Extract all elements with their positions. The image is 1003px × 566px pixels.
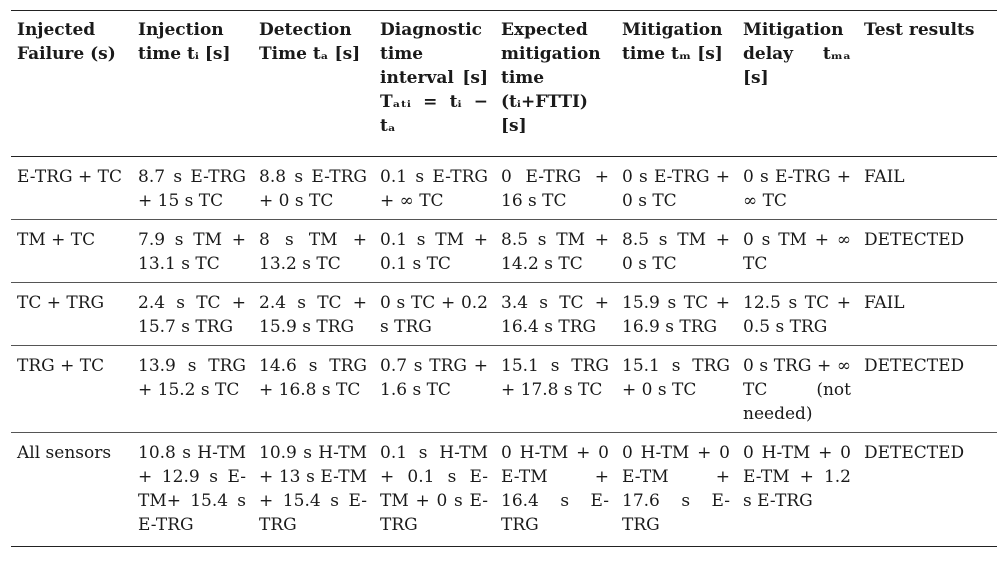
cell-diagnostic-interval: 0.7 s TRG + 1.6 s TC bbox=[374, 345, 495, 433]
cell-test-result: FAIL bbox=[858, 282, 997, 346]
cell-mitigation-delay: 0 s TM + ∞ TC bbox=[737, 219, 858, 283]
table-row: All sensors 10.8 s H-TM + 12.9 s E-TM+ 1… bbox=[11, 432, 997, 547]
cell-mitigation-delay: 0 H-TM + 0 E-TM + 1.2 s E-TRG bbox=[737, 432, 858, 547]
header-injected-failure: Injected Failure (s) bbox=[11, 10, 132, 157]
results-table-container: Injected Failure (s) Injection time tᵢ [… bbox=[11, 10, 997, 547]
cell-injection-time: 10.8 s H-TM + 12.9 s E-TM+ 15.4 s E-TRG bbox=[132, 432, 253, 547]
cell-injection-time: 2.4 s TC + 15.7 s TRG bbox=[132, 282, 253, 346]
table-row: TC + TRG 2.4 s TC + 15.7 s TRG 2.4 s TC … bbox=[11, 282, 997, 346]
cell-expected-mitigation-time: 8.5 s TM + 14.2 s TC bbox=[495, 219, 616, 283]
cell-mitigation-time: 15.1 s TRG + 0 s TC bbox=[616, 345, 737, 433]
cell-mitigation-time: 15.9 s TC + 16.9 s TRG bbox=[616, 282, 737, 346]
table-row: E-TRG + TC 8.7 s E-TRG + 15 s TC 8.8 s E… bbox=[11, 156, 997, 220]
cell-mitigation-time: 0 s E-TRG + 0 s TC bbox=[616, 156, 737, 220]
cell-injection-time: 13.9 s TRG + 15.2 s TC bbox=[132, 345, 253, 433]
header-detection-time: Detection Time tₐ [s] bbox=[253, 10, 374, 157]
cell-expected-mitigation-time: 15.1 s TRG + 17.8 s TC bbox=[495, 345, 616, 433]
cell-injected-failure: TRG + TC bbox=[11, 345, 132, 433]
cell-mitigation-delay: 0 s E-TRG + ∞ TC bbox=[737, 156, 858, 220]
table-body: E-TRG + TC 8.7 s E-TRG + 15 s TC 8.8 s E… bbox=[11, 156, 997, 547]
header-row: Injected Failure (s) Injection time tᵢ [… bbox=[11, 10, 997, 157]
cell-diagnostic-interval: 0.1 s E-TRG + ∞ TC bbox=[374, 156, 495, 220]
cell-injection-time: 7.9 s TM + 13.1 s TC bbox=[132, 219, 253, 283]
cell-detection-time: 14.6 s TRG + 16.8 s TC bbox=[253, 345, 374, 433]
cell-injected-failure: TC + TRG bbox=[11, 282, 132, 346]
header-injection-time: Injection time tᵢ [s] bbox=[132, 10, 253, 157]
failure-injection-results-table: Injected Failure (s) Injection time tᵢ [… bbox=[11, 10, 997, 547]
cell-test-result: DETECTED bbox=[858, 219, 997, 283]
cell-test-result: DETECTED bbox=[858, 345, 997, 433]
header-test-results: Test results bbox=[858, 10, 997, 157]
cell-injection-time: 8.7 s E-TRG + 15 s TC bbox=[132, 156, 253, 220]
table-header: Injected Failure (s) Injection time tᵢ [… bbox=[11, 10, 997, 157]
cell-expected-mitigation-time: 0 E-TRG + 16 s TC bbox=[495, 156, 616, 220]
cell-detection-time: 2.4 s TC + 15.9 s TRG bbox=[253, 282, 374, 346]
header-mitigation-delay: Mitigation delay tₘₐ [s] bbox=[737, 10, 858, 157]
cell-injected-failure: All sensors bbox=[11, 432, 132, 547]
header-diagnostic-interval: Diagnostic time interval [s] Tₐₜᵢ = tᵢ −… bbox=[374, 10, 495, 157]
cell-diagnostic-interval: 0.1 s H-TM + 0.1 s E-TM + 0 s E-TRG bbox=[374, 432, 495, 547]
cell-expected-mitigation-time: 0 H-TM + 0 E-TM + 16.4 s E-TRG bbox=[495, 432, 616, 547]
header-expected-mitigation-time: Expected mitigation time (tᵢ+FTTI) [s] bbox=[495, 10, 616, 157]
cell-detection-time: 8.8 s E-TRG + 0 s TC bbox=[253, 156, 374, 220]
cell-diagnostic-interval: 0.1 s TM + 0.1 s TC bbox=[374, 219, 495, 283]
cell-test-result: DETECTED bbox=[858, 432, 997, 547]
cell-detection-time: 8 s TM + 13.2 s TC bbox=[253, 219, 374, 283]
cell-detection-time: 10.9 s H-TM + 13 s E-TM + 15.4 s E-TRG bbox=[253, 432, 374, 547]
cell-injected-failure: TM + TC bbox=[11, 219, 132, 283]
cell-test-result: FAIL bbox=[858, 156, 997, 220]
cell-mitigation-delay: 0 s TRG + ∞ TC (not needed) bbox=[737, 345, 858, 433]
cell-expected-mitigation-time: 3.4 s TC + 16.4 s TRG bbox=[495, 282, 616, 346]
cell-mitigation-time: 0 H-TM + 0 E-TM + 17.6 s E-TRG bbox=[616, 432, 737, 547]
cell-diagnostic-interval: 0 s TC + 0.2 s TRG bbox=[374, 282, 495, 346]
header-mitigation-time: Mitigation time tₘ [s] bbox=[616, 10, 737, 157]
cell-mitigation-time: 8.5 s TM + 0 s TC bbox=[616, 219, 737, 283]
table-row: TM + TC 7.9 s TM + 13.1 s TC 8 s TM + 13… bbox=[11, 219, 997, 283]
cell-mitigation-delay: 12.5 s TC + 0.5 s TRG bbox=[737, 282, 858, 346]
cell-injected-failure: E-TRG + TC bbox=[11, 156, 132, 220]
table-row: TRG + TC 13.9 s TRG + 15.2 s TC 14.6 s T… bbox=[11, 345, 997, 433]
